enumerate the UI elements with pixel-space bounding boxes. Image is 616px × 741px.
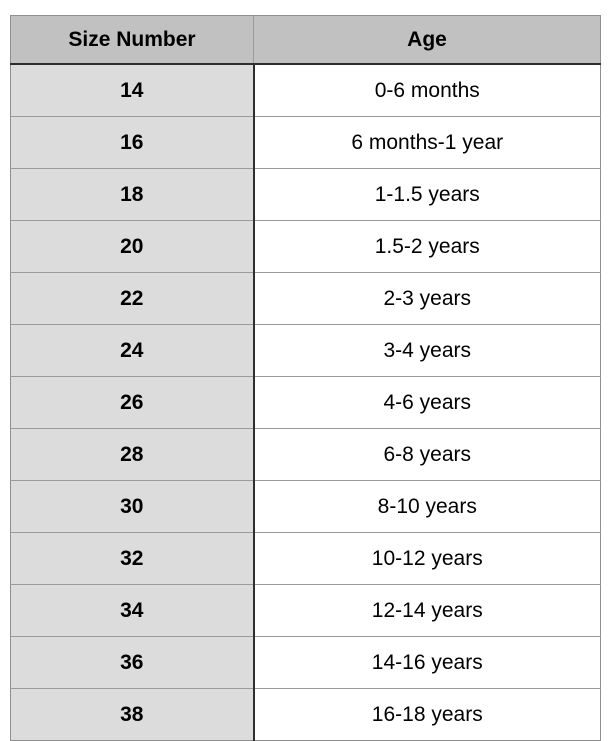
size-cell: 26 — [10, 376, 255, 429]
size-cell: 24 — [10, 324, 255, 377]
table-row: 28 6-8 years — [10, 428, 601, 481]
table-row: 20 1.5-2 years — [10, 220, 601, 273]
age-cell: 3-4 years — [253, 324, 601, 377]
size-cell: 18 — [10, 168, 255, 221]
age-cell: 12-14 years — [253, 584, 601, 637]
size-cell: 22 — [10, 272, 255, 325]
table-row: 38 16-18 years — [10, 688, 601, 741]
table-row: 32 10-12 years — [10, 532, 601, 585]
size-cell: 30 — [10, 480, 255, 533]
age-cell: 6 months-1 year — [253, 116, 601, 169]
table-row: 14 0-6 months — [10, 64, 601, 117]
age-cell: 2-3 years — [253, 272, 601, 325]
table-row: 30 8-10 years — [10, 480, 601, 533]
age-cell: 16-18 years — [253, 688, 601, 741]
table-header: Size Number Age — [10, 15, 601, 65]
table-row: 16 6 months-1 year — [10, 116, 601, 169]
header-age: Age — [253, 15, 601, 65]
age-cell: 10-12 years — [253, 532, 601, 585]
table-row: 22 2-3 years — [10, 272, 601, 325]
size-cell: 34 — [10, 584, 255, 637]
size-age-table: Size Number Age 14 0-6 months 16 6 months-1… — [10, 15, 601, 741]
table-row: 26 4-6 years — [10, 376, 601, 429]
table-row: 34 12-14 years — [10, 584, 601, 637]
age-cell: 0-6 months — [253, 64, 601, 117]
table-row: 18 1-1.5 years — [10, 168, 601, 221]
size-cell: 38 — [10, 688, 255, 741]
table-body: 14 0-6 months 16 6 months-1 year 18 1-1.5 yea… — [10, 64, 601, 741]
size-cell: 14 — [10, 64, 255, 117]
age-cell: 4-6 years — [253, 376, 601, 429]
age-cell: 1.5-2 years — [253, 220, 601, 273]
size-cell: 28 — [10, 428, 255, 481]
table-row: 36 14-16 years — [10, 636, 601, 689]
header-row: Size Number Age — [10, 15, 601, 65]
age-cell: 1-1.5 years — [253, 168, 601, 221]
age-cell: 8-10 years — [253, 480, 601, 533]
size-cell: 36 — [10, 636, 255, 689]
size-cell: 20 — [10, 220, 255, 273]
table-row: 24 3-4 years — [10, 324, 601, 377]
size-chart-container: Size Number Age 14 0-6 months 16 6 months-1… — [10, 15, 601, 741]
age-cell: 14-16 years — [253, 636, 601, 689]
age-cell: 6-8 years — [253, 428, 601, 481]
size-cell: 16 — [10, 116, 255, 169]
size-cell: 32 — [10, 532, 255, 585]
header-size-number: Size Number — [10, 15, 254, 65]
